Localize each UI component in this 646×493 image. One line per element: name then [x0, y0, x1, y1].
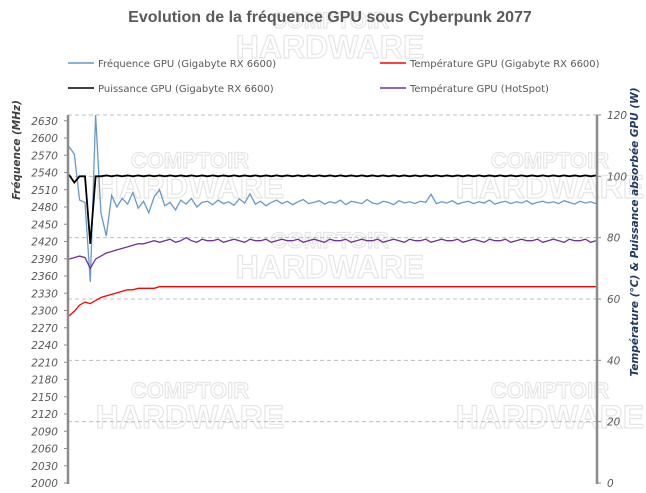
watermark-logo: COMPTOIRHARDWARECOMPTOIRHARDWARECOMPTOIR…: [95, 7, 645, 435]
left-tick-label: 2270: [31, 323, 58, 335]
watermark-text: HARDWARE: [96, 399, 284, 435]
series-line-3: [68, 236, 597, 270]
right-tick-label: 60: [607, 294, 621, 306]
watermark-text: HARDWARE: [236, 29, 424, 65]
series-line-2: [68, 174, 597, 244]
left-tick-label: 2480: [31, 202, 58, 214]
left-tick-label: 2420: [31, 237, 58, 249]
left-tick-label: 2450: [31, 219, 58, 231]
legend-label: Température GPU (HotSpot): [409, 83, 549, 95]
right-axis-ticks: 0 20 40 60 80 100 120: [597, 110, 627, 490]
left-tick-label: 2150: [31, 392, 58, 404]
left-tick-label: 2300: [31, 306, 58, 318]
right-tick-label: 120: [607, 110, 627, 122]
watermark-text: HARDWARE: [236, 249, 424, 285]
left-tick-label: 2120: [31, 409, 58, 421]
left-tick-label: 2210: [31, 357, 58, 369]
legend-label: Puissance GPU (Gigabyte RX 6600): [98, 84, 274, 95]
right-tick-label: 20: [607, 417, 621, 429]
right-tick-label: 100: [607, 171, 627, 183]
left-tick-label: 2390: [31, 254, 58, 266]
watermark-text: COMPTOIR: [491, 148, 609, 173]
left-tick-label: 2630: [31, 116, 58, 128]
watermark-text: HARDWARE: [456, 399, 644, 435]
left-tick-label: 2240: [31, 340, 58, 352]
left-tick-label: 2000: [31, 478, 58, 490]
series-line-0: [68, 114, 597, 282]
left-axis-label: Fréquence (MHz): [11, 100, 23, 200]
right-tick-label: 0: [607, 478, 614, 490]
watermark-text: HARDWARE: [456, 169, 644, 205]
left-tick-label: 2600: [31, 133, 58, 145]
left-tick-label: 2510: [31, 185, 58, 197]
left-tick-label: 2060: [31, 444, 58, 456]
watermark-text: COMPTOIR: [491, 378, 609, 403]
right-axis-label: Température (°C) & Puissance absorbée GP…: [629, 87, 641, 376]
chart-title: Evolution de la fréquence GPU sous Cyber…: [128, 9, 532, 26]
series-lines: [68, 114, 597, 317]
left-axis-ticks: 2000 2030 2060 2090 2120 2150 2180 2210 2240 2270…: [31, 116, 68, 490]
legend-label: Fréquence GPU (Gigabyte RX 6600): [98, 58, 276, 70]
left-tick-label: 2570: [31, 150, 58, 162]
series-line-1: [68, 286, 596, 317]
watermark-text: COMPTOIR: [271, 8, 389, 33]
watermark-text: COMPTOIR: [131, 378, 249, 403]
left-tick-label: 2360: [31, 271, 58, 283]
left-tick-label: 2330: [31, 288, 58, 300]
left-tick-label: 2540: [31, 168, 58, 180]
left-tick-label: 2180: [31, 375, 58, 387]
watermark-text: COMPTOIR: [131, 148, 249, 173]
left-tick-label: 2030: [31, 461, 58, 473]
right-tick-label: 80: [607, 233, 621, 245]
right-tick-label: 40: [607, 355, 621, 367]
legend-label: Température GPU (Gigabyte RX 6600): [409, 58, 600, 70]
left-tick-label: 2090: [31, 426, 58, 438]
legend: Fréquence GPU (Gigabyte RX 6600) Températ…: [68, 58, 600, 95]
